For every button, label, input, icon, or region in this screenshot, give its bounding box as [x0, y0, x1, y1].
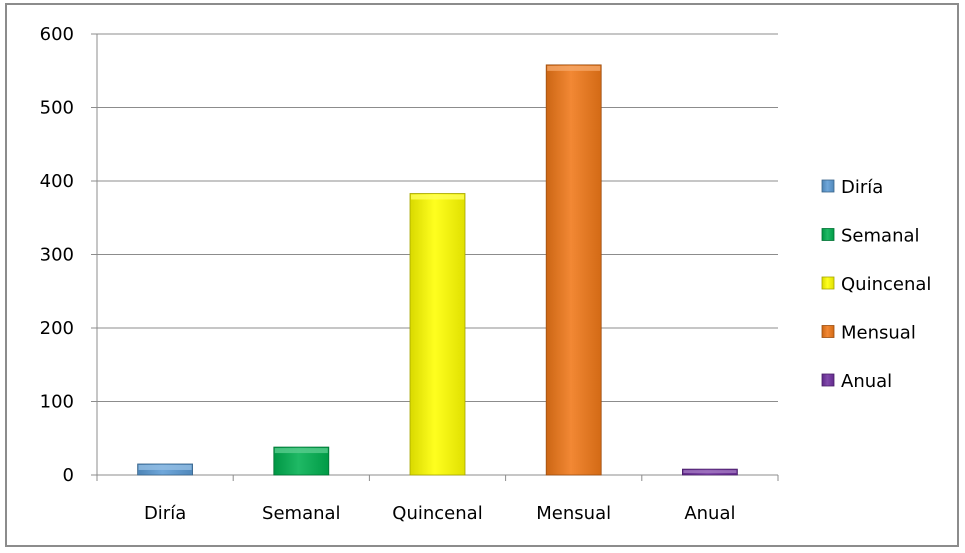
legend-label: Diría — [841, 177, 883, 198]
x-tick-label: Mensual — [536, 503, 611, 524]
x-tick-label: Semanal — [262, 503, 341, 524]
legend-label: Quincenal — [841, 274, 931, 295]
bar-highlight — [683, 470, 737, 474]
y-tick-label: 400 — [40, 171, 74, 192]
bars — [137, 64, 738, 476]
legend-swatch — [821, 325, 835, 338]
legend-swatch — [821, 276, 835, 290]
x-tick-label: Quincenal — [392, 503, 482, 524]
x-tick-label: Anual — [684, 503, 735, 524]
x-axis-ticks: Diría Semanal Quincenal Mensual Anual — [96, 475, 779, 524]
legend-swatch — [821, 179, 835, 193]
bar-highlight — [274, 448, 328, 454]
legend-swatch — [821, 228, 835, 241]
bar-highlight — [138, 464, 192, 470]
y-tick-label: 500 — [40, 98, 74, 119]
bar-mensual — [545, 64, 602, 476]
y-tick-label: 600 — [40, 24, 74, 45]
gridlines — [97, 33, 778, 402]
y-tick-label: 100 — [40, 392, 74, 413]
bar-highlight — [547, 65, 601, 71]
y-tick-label: 300 — [40, 245, 74, 266]
y-tick-label: 200 — [40, 318, 74, 339]
bar-highlight — [411, 194, 464, 200]
legend-label: Semanal — [841, 226, 920, 247]
legend: Diría Semanal Quincenal Mensual Anual — [821, 177, 931, 392]
legend-label: Anual — [841, 371, 892, 392]
legend-swatch — [821, 373, 835, 387]
x-tick-label: Diría — [144, 503, 186, 524]
y-tick-label: 0 — [63, 465, 74, 486]
chart-frame — [5, 3, 959, 547]
y-axis-ticks: 0 100 200 300 400 500 600 — [40, 24, 97, 486]
legend-label: Mensual — [841, 323, 916, 344]
bar-quincenal — [409, 193, 466, 476]
